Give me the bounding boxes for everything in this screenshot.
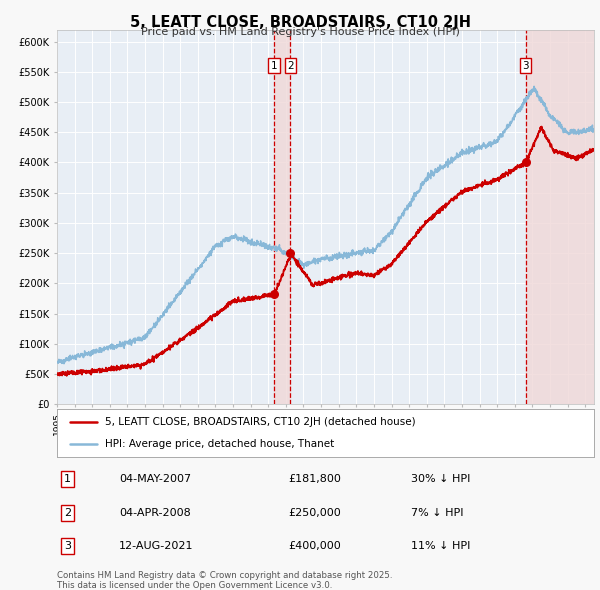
Text: 30% ↓ HPI: 30% ↓ HPI <box>412 474 471 484</box>
Text: 3: 3 <box>64 541 71 551</box>
Bar <box>274 30 290 404</box>
Text: 1: 1 <box>64 474 71 484</box>
Text: 5, LEATT CLOSE, BROADSTAIRS, CT10 2JH (detached house): 5, LEATT CLOSE, BROADSTAIRS, CT10 2JH (d… <box>106 417 416 427</box>
Text: 7% ↓ HPI: 7% ↓ HPI <box>412 508 464 517</box>
Text: £181,800: £181,800 <box>288 474 341 484</box>
Text: 1: 1 <box>271 61 278 71</box>
Text: HPI: Average price, detached house, Thanet: HPI: Average price, detached house, Than… <box>106 439 335 449</box>
Text: 5, LEATT CLOSE, BROADSTAIRS, CT10 2JH: 5, LEATT CLOSE, BROADSTAIRS, CT10 2JH <box>130 15 470 30</box>
Text: Price paid vs. HM Land Registry's House Price Index (HPI): Price paid vs. HM Land Registry's House … <box>140 27 460 37</box>
Text: 2: 2 <box>64 508 71 517</box>
Text: Contains HM Land Registry data © Crown copyright and database right 2025.: Contains HM Land Registry data © Crown c… <box>57 571 392 579</box>
Text: 3: 3 <box>522 61 529 71</box>
Point <box>286 248 295 258</box>
Text: 04-APR-2008: 04-APR-2008 <box>119 508 191 517</box>
Bar <box>526 30 594 404</box>
Text: £250,000: £250,000 <box>288 508 341 517</box>
Point <box>269 290 279 299</box>
Text: 12-AUG-2021: 12-AUG-2021 <box>119 541 193 551</box>
Text: 04-MAY-2007: 04-MAY-2007 <box>119 474 191 484</box>
Point <box>521 158 530 167</box>
Text: £400,000: £400,000 <box>288 541 341 551</box>
Text: 2: 2 <box>287 61 294 71</box>
Text: 11% ↓ HPI: 11% ↓ HPI <box>412 541 471 551</box>
Text: This data is licensed under the Open Government Licence v3.0.: This data is licensed under the Open Gov… <box>57 581 332 589</box>
